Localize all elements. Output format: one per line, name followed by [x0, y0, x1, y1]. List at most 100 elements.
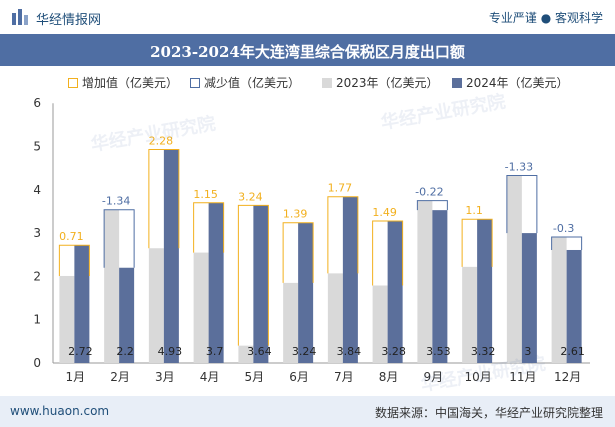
bar-2024	[432, 210, 448, 363]
change-label: 1.77	[328, 182, 353, 195]
increase-bracket	[58, 244, 90, 276]
change-label: -1.33	[505, 161, 533, 174]
bar-2023	[417, 200, 433, 363]
bar-2023	[506, 175, 522, 363]
change-label: 1.15	[193, 188, 218, 201]
bar-2024	[298, 222, 314, 363]
change-label: 1.49	[372, 206, 397, 219]
bar-2023	[148, 248, 164, 363]
bar-2024	[163, 149, 179, 363]
bar-2023	[551, 236, 567, 363]
x-tick-label: 10月	[464, 370, 491, 384]
value-label-2024: 3.24	[292, 345, 317, 358]
x-tick-label: 9月	[424, 370, 444, 384]
y-tick-label: 4	[33, 183, 41, 197]
value-label-2024: 3.84	[337, 345, 362, 358]
y-tick-label: 3	[33, 226, 41, 240]
change-label: 1.1	[465, 204, 483, 217]
x-tick-label: 7月	[334, 370, 354, 384]
bar-2024	[253, 205, 269, 363]
bar-2023	[104, 209, 120, 363]
x-tick-label: 3月	[155, 370, 175, 384]
y-tick-label: 2	[33, 269, 41, 283]
legend-label-2023: 2023年（亿美元）	[336, 76, 439, 90]
decrease-bracket	[551, 236, 583, 250]
title-bar: 2023-2024年大连湾里综合保税区月度出口额	[0, 34, 615, 66]
change-label: -1.34	[102, 195, 130, 208]
legend-label-decrease: 减少值（亿美元）	[204, 76, 301, 90]
bar-2024	[477, 219, 493, 363]
legend-label-2024: 2024年（亿美元）	[466, 76, 569, 90]
value-label-2024: 2.72	[68, 345, 93, 358]
x-tick-label: 6月	[289, 370, 309, 384]
increase-bracket	[327, 196, 359, 274]
x-tick-label: 1月	[66, 370, 86, 384]
brand-name: 华经情报网	[36, 13, 102, 28]
x-tick-label: 2月	[110, 370, 130, 384]
bar-2023	[193, 252, 209, 363]
change-label: 0.71	[59, 230, 84, 243]
bar-2024	[208, 202, 224, 363]
bar-2024	[521, 233, 537, 363]
bar-2024	[387, 220, 403, 363]
legend-label-increase: 增加值（亿美元）	[82, 76, 179, 90]
x-tick-label: 12月	[554, 370, 581, 384]
bar-2023	[59, 275, 75, 363]
value-label-2024: 3.7	[206, 345, 224, 358]
change-label: 1.39	[283, 208, 308, 221]
value-label-2024: 2.61	[560, 345, 585, 358]
decrease-bracket	[416, 200, 448, 211]
decrease-bracket	[506, 175, 538, 234]
change-label: 3.24	[238, 190, 263, 203]
y-tick-label: 0	[33, 356, 41, 370]
value-label-2024: 3	[524, 345, 531, 358]
y-tick-label: 5	[33, 140, 41, 154]
legend-item-increase: 增加值（亿美元）	[68, 74, 178, 91]
x-tick-label: 8月	[379, 370, 399, 384]
legend-item-decrease: 减少值（亿美元）	[190, 74, 300, 91]
legend-item-2024: 2024年（亿美元）	[452, 74, 569, 91]
legend-item-2023: 2023年（亿美元）	[322, 74, 439, 91]
legend-swatch-2023	[322, 78, 332, 88]
change-label: 2.28	[149, 135, 174, 148]
legend-swatch-2024	[452, 78, 462, 88]
decrease-bracket	[103, 209, 135, 268]
logo-icon	[12, 9, 28, 25]
top-bar: 华经情报网 专业严谨 ● 客观科学	[0, 0, 615, 34]
x-tick-label: 5月	[245, 370, 265, 384]
bar-2023	[283, 282, 299, 363]
footer: www.huaon.com 数据来源：中国海关，华经产业研究院整理	[0, 396, 615, 427]
value-label-2024: 2.2	[116, 345, 134, 358]
value-label-2024: 3.53	[426, 345, 451, 358]
bar-2023	[372, 285, 388, 363]
footer-site: www.huaon.com	[10, 404, 110, 418]
bar-2023	[238, 345, 254, 363]
y-tick-label: 6	[33, 96, 41, 110]
increase-bracket	[461, 218, 493, 267]
legend-swatch-increase	[68, 78, 78, 88]
value-label-2024: 3.32	[471, 345, 496, 358]
increase-bracket	[372, 220, 404, 286]
value-label-2024: 3.28	[381, 345, 406, 358]
increase-bracket	[282, 222, 314, 283]
bar-2023	[462, 266, 478, 363]
bar-chart: 0 1 2 3 4 5 6 0.71 2.72 1月 -1.34 2.2 2月 2.28 4.93 3月 1.1…	[33, 96, 590, 384]
increase-bracket	[148, 149, 180, 249]
x-tick-label: 11月	[509, 370, 536, 384]
chart-title: 2023-2024年大连湾里综合保税区月度出口额	[150, 43, 465, 61]
change-label: -0.3	[553, 222, 574, 235]
bar-2024	[119, 267, 135, 363]
increase-bracket	[237, 204, 269, 346]
increase-bracket	[193, 202, 225, 253]
y-tick-label: 1	[33, 313, 41, 327]
slogan: 专业严谨 ● 客观科学	[488, 11, 603, 25]
x-tick-label: 4月	[200, 370, 220, 384]
value-label-2024: 4.93	[158, 345, 183, 358]
legend-swatch-decrease	[190, 78, 200, 88]
bar-2023	[327, 273, 343, 363]
bar-2024	[342, 196, 358, 363]
value-label-2024: 3.64	[247, 345, 272, 358]
bar-2024	[566, 249, 582, 363]
bar-2024	[74, 245, 90, 363]
footer-source: 数据来源：中国海关，华经产业研究院整理	[374, 406, 603, 420]
